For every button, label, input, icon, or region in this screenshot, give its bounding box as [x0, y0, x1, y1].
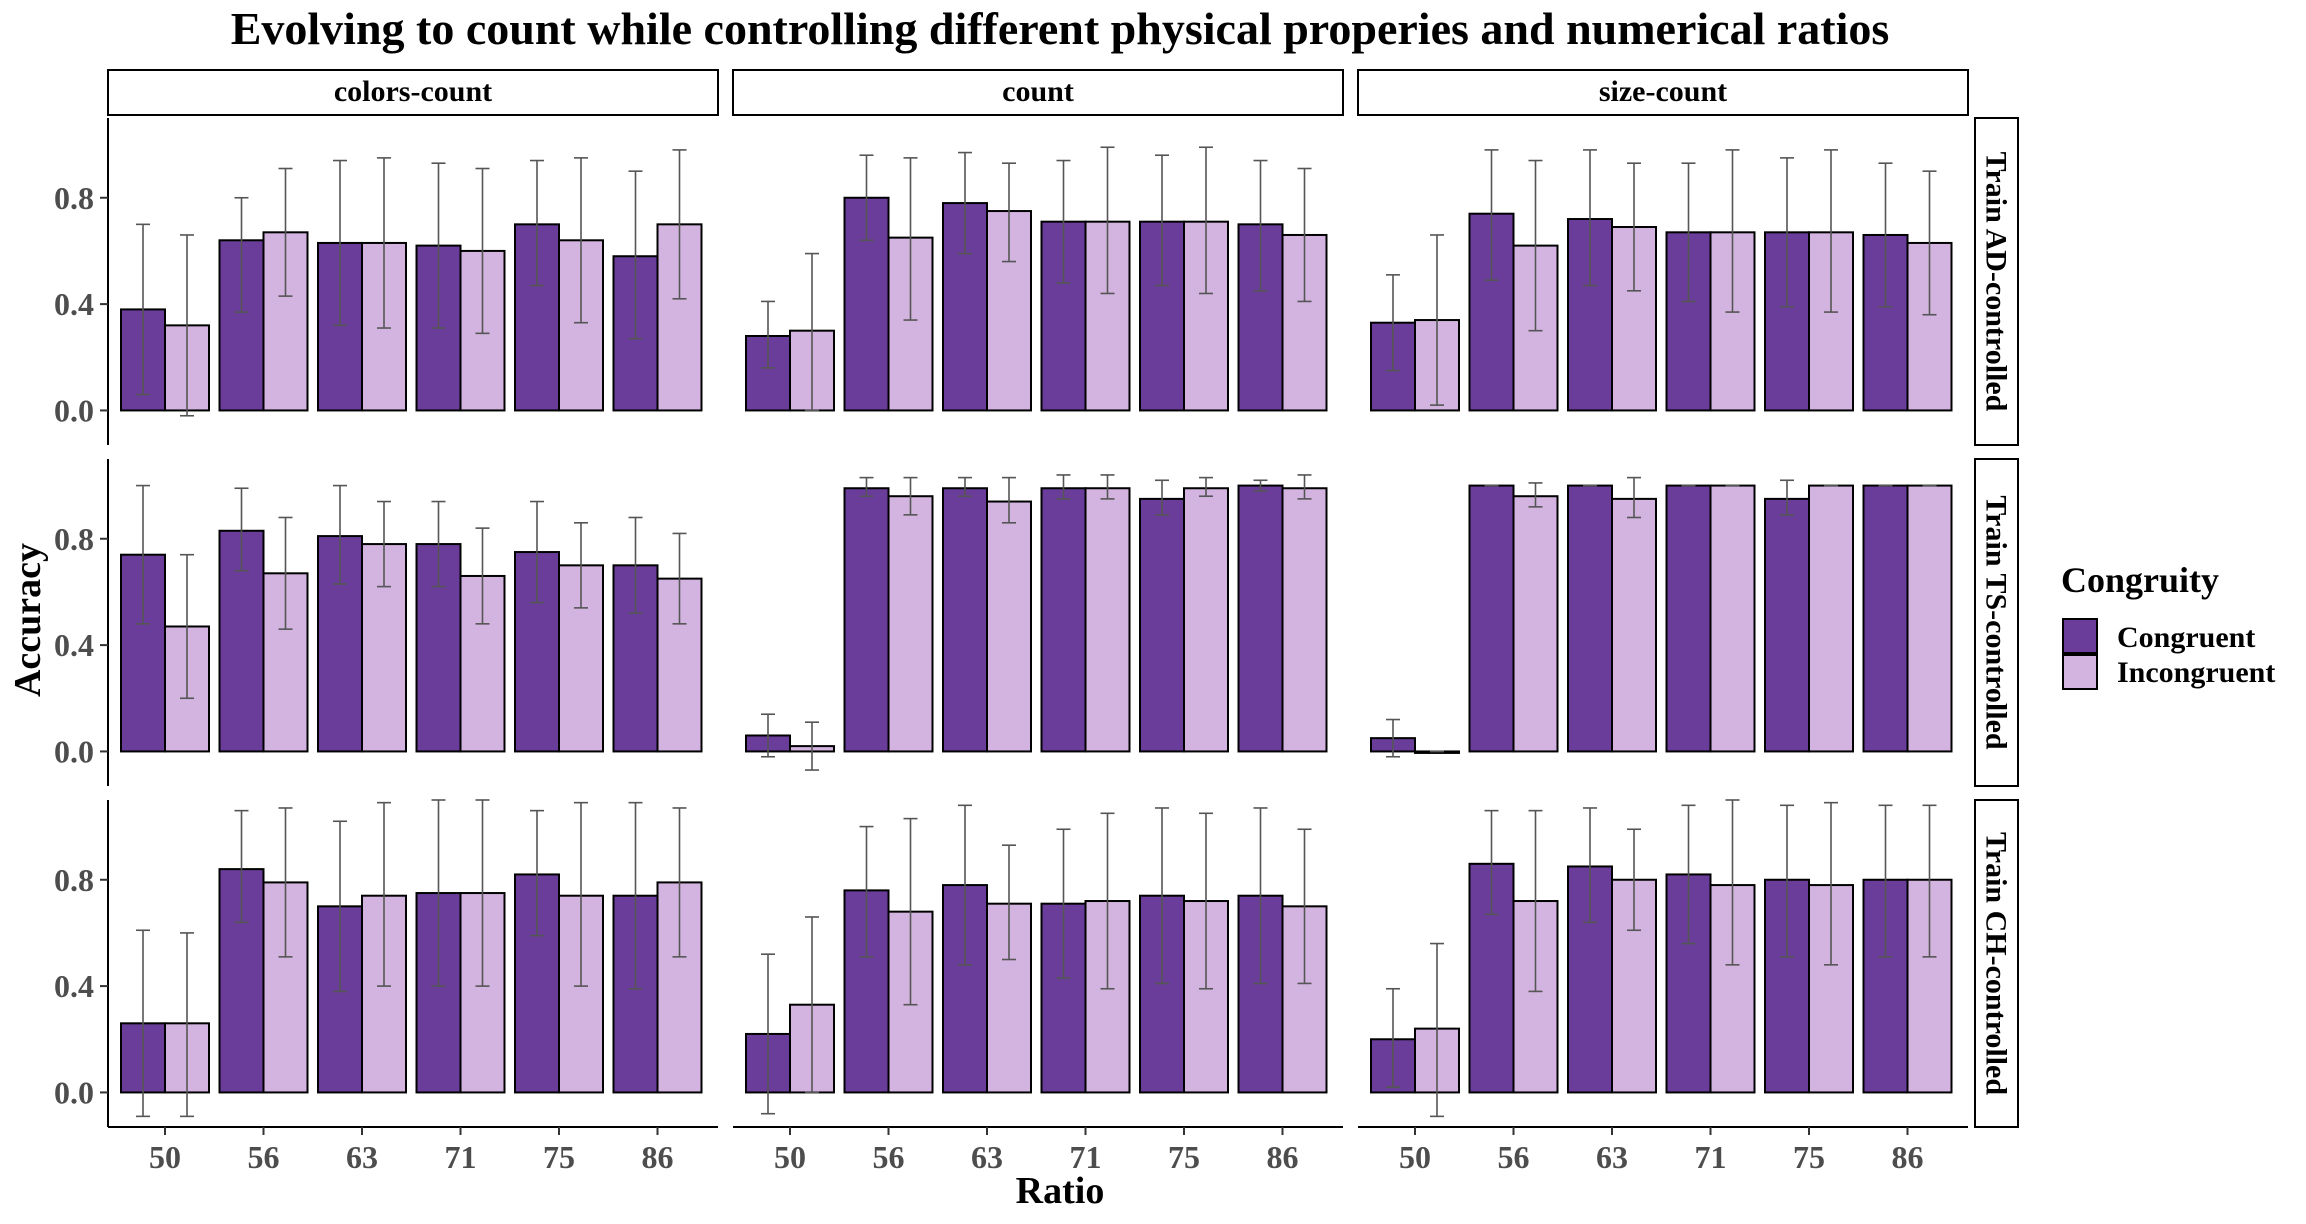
chart-title: Evolving to count while controlling diff…	[231, 3, 1890, 54]
y-tick-label: 0.4	[54, 968, 94, 1004]
bar-incongruent-71	[1084, 487, 1131, 753]
bar-incongruent-63	[361, 543, 407, 753]
facet-strip-train-ts-controlled	[1974, 458, 2019, 787]
panel-train-ch-controlled-colors-count	[120, 799, 703, 1118]
bar-incongruent-63	[986, 500, 1032, 753]
facet-strip-label-colors-count: colors-count	[334, 75, 492, 108]
bar-incongruent-71	[1709, 484, 1756, 753]
x-axis-label: Ratio	[1016, 1170, 1105, 1212]
x-tick-label: 50	[774, 1139, 806, 1175]
x-axes: 50 56 63 71 75 86 50 56 63 71 75 86 50 56 63 71 75 86	[108, 1126, 1968, 1175]
panel-train-ts-controlled-size-count	[1370, 476, 1953, 758]
facet-strip-colors-count	[107, 69, 719, 116]
x-tick-label: 50	[1399, 1139, 1431, 1175]
x-tick-label: 56	[873, 1139, 905, 1175]
facet-strip-train-ch-controlled	[1974, 799, 2019, 1128]
y-tick-label: 0.8	[54, 180, 94, 216]
y-tick-label: 0.8	[54, 862, 94, 898]
x-tick-label: 71	[1695, 1139, 1727, 1175]
x-tick-label: 86	[1892, 1139, 1924, 1175]
facet-strip-label-train-ch-controlled: Train CH-controlled	[1980, 832, 2013, 1095]
bar-congruent-63	[1567, 484, 1613, 753]
x-tick-label: 63	[971, 1139, 1003, 1175]
bar-incongruent-56	[1512, 495, 1559, 753]
bar-congruent-75	[1139, 497, 1185, 753]
legend-swatch-congruent	[2062, 618, 2098, 654]
panel-train-ch-controlled-count	[745, 804, 1328, 1115]
x-tick-label: 86	[642, 1139, 674, 1175]
facet-strip-train-ad-controlled	[1974, 117, 2019, 446]
x-tick-label: 50	[149, 1139, 181, 1175]
panel-train-ad-controlled-size-count	[1370, 149, 1953, 412]
x-tick-label: 75	[1793, 1139, 1825, 1175]
facet-strip-label-count: count	[1002, 75, 1074, 108]
bar-congruent-63	[942, 487, 988, 753]
legend-label-congruent: Congruent	[2117, 621, 2255, 654]
bar-congruent-86	[1237, 484, 1284, 753]
facet-strips: colors-count count size-count Train AD-cont…	[107, 69, 2019, 1128]
panel-train-ts-controlled-count	[745, 474, 1328, 771]
bar-congruent-71	[1040, 487, 1087, 753]
bar-congruent-75	[1764, 497, 1810, 753]
legend-title: Congruity	[2061, 560, 2219, 600]
bar-congruent-56	[1468, 484, 1515, 753]
bar-congruent-71	[1665, 484, 1712, 753]
facet-strip-label-train-ts-controlled: Train TS-controlled	[1980, 495, 2013, 750]
y-tick-label: 0.0	[54, 733, 94, 769]
facet-panels	[120, 146, 1953, 1118]
bar-incongruent-86	[656, 881, 703, 1094]
panel-train-ch-controlled-size-count	[1370, 799, 1953, 1118]
bar-incongruent-75	[1808, 484, 1854, 753]
bar-congruent-86	[1862, 484, 1909, 753]
legend: Congruity Congruent Incongruent	[2061, 560, 2275, 690]
panel-train-ad-controlled-count	[745, 146, 1328, 412]
x-tick-label: 56	[248, 1139, 280, 1175]
panel-train-ad-controlled-colors-count	[120, 149, 703, 417]
y-axis-label: Accuracy	[7, 543, 49, 697]
x-tick-label: 75	[1168, 1139, 1200, 1175]
bar-congruent-86	[1862, 233, 1909, 412]
y-tick-label: 0.0	[54, 1074, 94, 1110]
facet-strip-size-count	[1357, 69, 1969, 116]
y-tick-label: 0.4	[54, 627, 94, 663]
facet-strip-count	[732, 69, 1344, 116]
x-tick-label: 63	[346, 1139, 378, 1175]
x-tick-label: 56	[1498, 1139, 1530, 1175]
legend-label-incongruent: Incongruent	[2117, 656, 2275, 689]
facet-strip-label-size-count: size-count	[1599, 75, 1727, 108]
panel-train-ts-controlled-colors-count	[120, 484, 703, 753]
bar-incongruent-63	[1611, 497, 1657, 753]
legend-swatch-incongruent	[2062, 654, 2098, 690]
bar-congruent-56	[843, 487, 890, 753]
bar-incongruent-86	[1281, 487, 1328, 753]
bar-incongruent-56	[887, 495, 934, 753]
bar-incongruent-86	[1906, 484, 1953, 753]
y-tick-label: 0.4	[54, 286, 94, 322]
bar-incongruent-75	[1183, 487, 1229, 753]
y-axes: 0.0 0.4 0.8 0.0 0.4 0.8 0.0 0.4 0.8	[54, 118, 109, 1127]
x-tick-label: 71	[1070, 1139, 1102, 1175]
x-tick-label: 71	[445, 1139, 477, 1175]
x-tick-label: 86	[1267, 1139, 1299, 1175]
y-tick-label: 0.8	[54, 521, 94, 557]
facet-strip-label-train-ad-controlled: Train AD-controlled	[1980, 152, 2013, 412]
y-tick-label: 0.0	[54, 392, 94, 428]
x-tick-label: 63	[1596, 1139, 1628, 1175]
x-tick-label: 75	[543, 1139, 575, 1175]
